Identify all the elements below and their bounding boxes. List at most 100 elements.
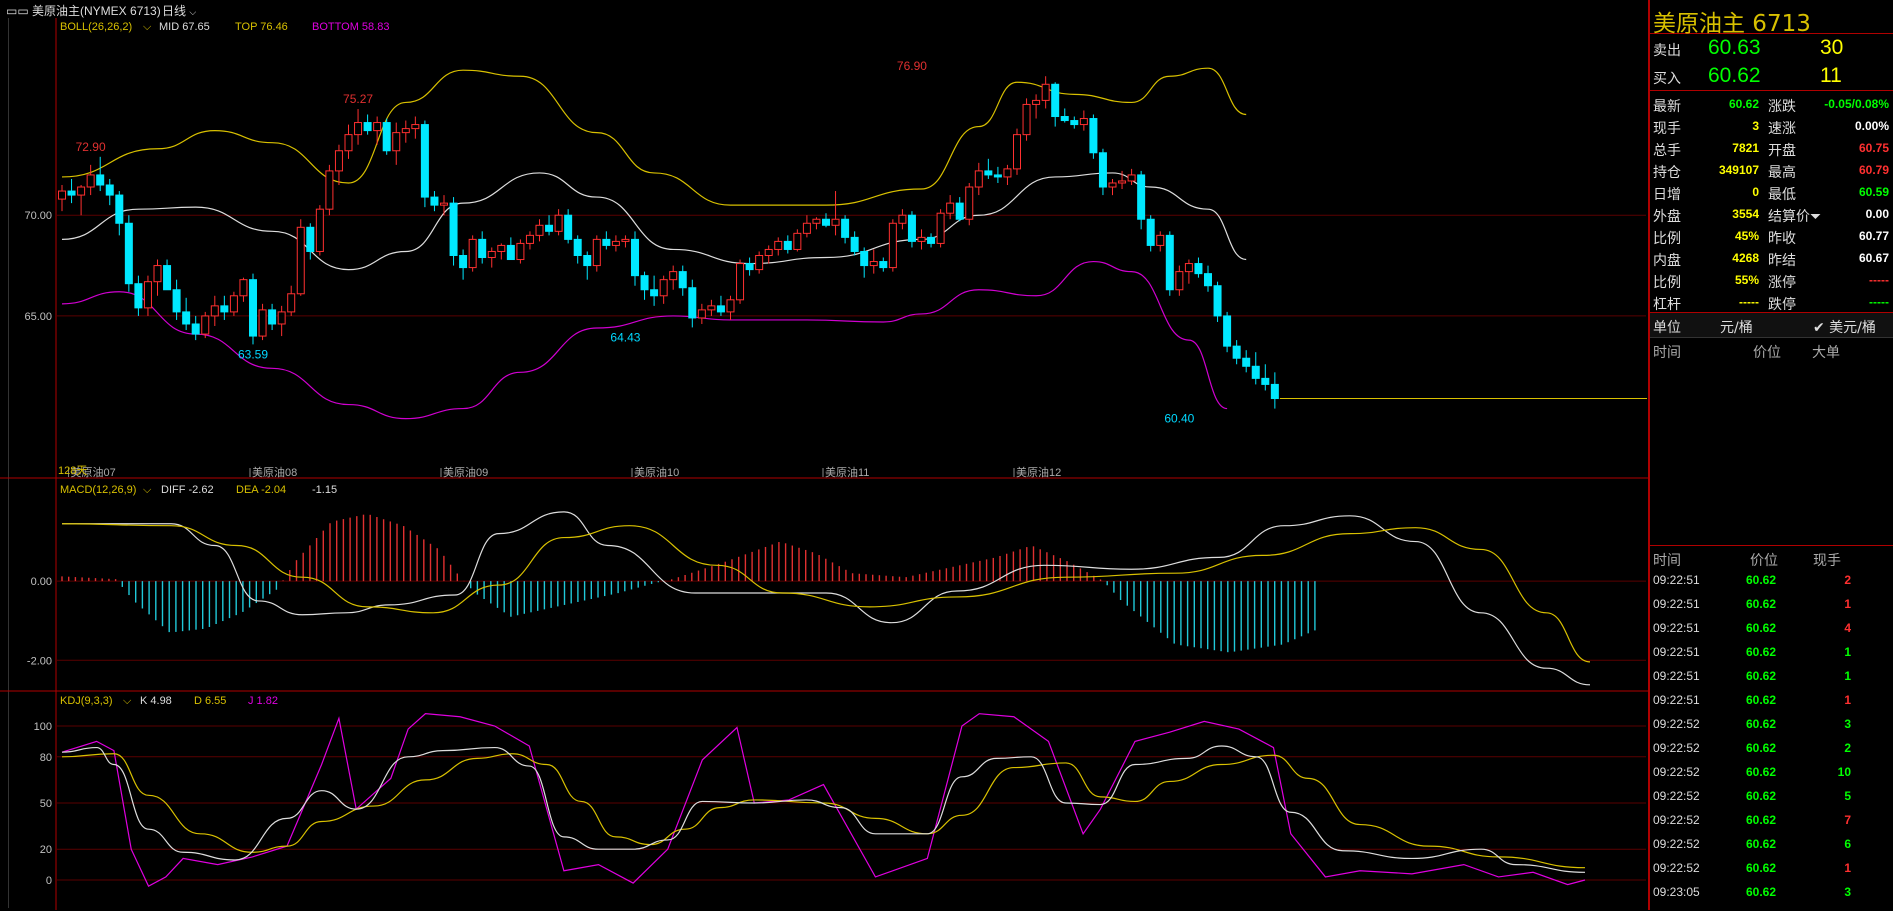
- stat-value: 60.77: [1858, 229, 1889, 243]
- macd-dea-line: [61, 523, 1591, 663]
- candle-body: [172, 289, 181, 313]
- buy-row[interactable]: 买入 60.62 11: [1650, 62, 1893, 90]
- quote-stat-row: 总手 7821 开盘 60.75: [1650, 136, 1893, 159]
- candle-body: [688, 287, 697, 319]
- candle-body: [640, 275, 649, 291]
- y-tick-label: 0.00: [31, 576, 52, 588]
- trades-vol-header: 现手: [1813, 553, 1841, 569]
- trades-header: 时间 价位 现手: [1650, 546, 1893, 569]
- trade-time: 09:22:52: [1653, 837, 1700, 851]
- quote-stat-row: 内盘 4268 昨结 60.67: [1650, 246, 1893, 269]
- boll-bottom-line: [61, 260, 1228, 420]
- trade-vol: 4: [1844, 621, 1851, 635]
- stat-value: 3554: [1732, 207, 1759, 221]
- candle-body: [1003, 168, 1012, 178]
- stat-value: 60.62: [1728, 97, 1759, 111]
- stat-value: 0: [1752, 185, 1759, 199]
- candle-body: [1060, 116, 1069, 122]
- stat-label: 涨跌: [1768, 99, 1796, 115]
- boll-top-line: [61, 67, 1247, 206]
- buy-label: 买入: [1653, 71, 1681, 87]
- chevron-down-icon: ⌵: [189, 7, 197, 17]
- chart-svg[interactable]: 65.00 70.00 美原油07 美原油08 美原油09 美原油10 美原油11 美原油12…: [0, 18, 1648, 910]
- stat-value: 60.59: [1858, 185, 1889, 199]
- stat-label: 总手: [1653, 143, 1681, 159]
- candle-body: [592, 238, 601, 267]
- trade-row: 09:22:52 60.62 2: [1650, 736, 1893, 760]
- trade-time: 09:22:52: [1653, 861, 1700, 875]
- chart-area[interactable]: 65.00 70.00 美原油07 美原油08 美原油09 美原油10 美原油11 美原油12…: [0, 18, 1648, 910]
- trade-price: 60.62: [1746, 669, 1777, 683]
- candle-body: [468, 238, 477, 269]
- candle-body: [927, 236, 936, 244]
- stat-label: 昨收: [1768, 231, 1796, 247]
- sell-row[interactable]: 卖出 60.63 30: [1650, 34, 1893, 62]
- candle-body: [831, 218, 840, 226]
- macd-dea-legend: DEA -2.04: [236, 484, 286, 496]
- stat-label: 涨停: [1768, 275, 1796, 291]
- candle-body: [621, 238, 630, 242]
- candle-body: [812, 218, 821, 224]
- candle-body: [143, 281, 152, 309]
- trade-row: 09:22:52 60.62 6: [1650, 832, 1893, 856]
- unit-label: 单位: [1653, 320, 1681, 336]
- stat-label: 结算价⏷: [1768, 209, 1822, 225]
- trade-price: 60.62: [1746, 597, 1777, 611]
- trade-row: 09:22:51 60.62 1: [1650, 688, 1893, 712]
- stat-label: 最高: [1768, 165, 1796, 181]
- trade-row: 09:23:05 60.62 3: [1650, 880, 1893, 904]
- unit-row[interactable]: 单位 元/桶 ✔ 美元/桶: [1650, 312, 1893, 338]
- unit-option-yuan[interactable]: 元/桶: [1720, 320, 1753, 336]
- chevron-down-icon: ⌵: [143, 21, 152, 33]
- candle-body: [1013, 134, 1021, 170]
- candle-body: [344, 134, 353, 152]
- price-annotation: 76.90: [897, 59, 927, 73]
- candle-body: [1146, 218, 1155, 246]
- stat-label: 杠杆: [1653, 297, 1681, 313]
- chevron-down-icon: ⌵: [143, 484, 152, 496]
- unit-option-usd[interactable]: ✔ 美元/桶: [1813, 320, 1876, 336]
- candle-body: [296, 226, 305, 295]
- candle-body: [573, 238, 582, 256]
- candle-body: [764, 248, 773, 256]
- stat-label: 开盘: [1768, 143, 1796, 159]
- candle-body: [201, 315, 210, 335]
- boll-mid-legend: MID 67.65: [159, 21, 210, 33]
- candle-body: [1118, 180, 1127, 184]
- stat-label: 最低: [1768, 187, 1796, 203]
- kdj-j-line: [61, 713, 1586, 887]
- candle-body: [134, 283, 143, 309]
- candle-body: [736, 263, 745, 301]
- candle-body: [67, 190, 76, 196]
- stat-value: -0.05/0.08%: [1824, 97, 1889, 111]
- stat-value: 349107: [1718, 163, 1759, 177]
- candle-body: [793, 232, 802, 250]
- month-label: 美原油09: [443, 465, 488, 479]
- stat-label: 跌停: [1768, 297, 1796, 313]
- candle-body: [783, 240, 792, 250]
- candle-body: [334, 150, 343, 172]
- divider: [1650, 90, 1893, 91]
- trade-row: 09:22:52 60.62 1: [1650, 856, 1893, 880]
- candle-body: [659, 279, 668, 297]
- candle-body: [1051, 83, 1060, 118]
- candle-body: [459, 255, 468, 269]
- trade-row: 09:22:51 60.62 2: [1650, 568, 1893, 592]
- candle-body: [850, 236, 859, 252]
- candle-body: [382, 122, 391, 152]
- trade-list[interactable]: 时间 价位 现手 09:22:51 60.62 2 09:22:51 60.62 1 09:…: [1650, 545, 1893, 911]
- candle-body: [58, 190, 66, 200]
- macd-value-legend: -1.15: [312, 484, 337, 496]
- candle-body: [153, 265, 162, 283]
- instrument-title[interactable]: ▭▭ 美原油主(NYMEX 6713): [6, 4, 161, 18]
- candle-body: [1041, 83, 1050, 101]
- period-selector[interactable]: 日线 ⌵: [162, 2, 196, 19]
- candle-body: [268, 309, 277, 325]
- stat-label: 持仓: [1653, 165, 1681, 181]
- candle-body: [1204, 273, 1212, 287]
- trade-time: 09:22:52: [1653, 717, 1700, 731]
- kdj-k-legend: K 4.98: [140, 695, 172, 707]
- stat-label: 内盘: [1653, 253, 1681, 269]
- chevron-down-icon: ⌵: [123, 695, 132, 707]
- stat-value: 4268: [1732, 251, 1759, 265]
